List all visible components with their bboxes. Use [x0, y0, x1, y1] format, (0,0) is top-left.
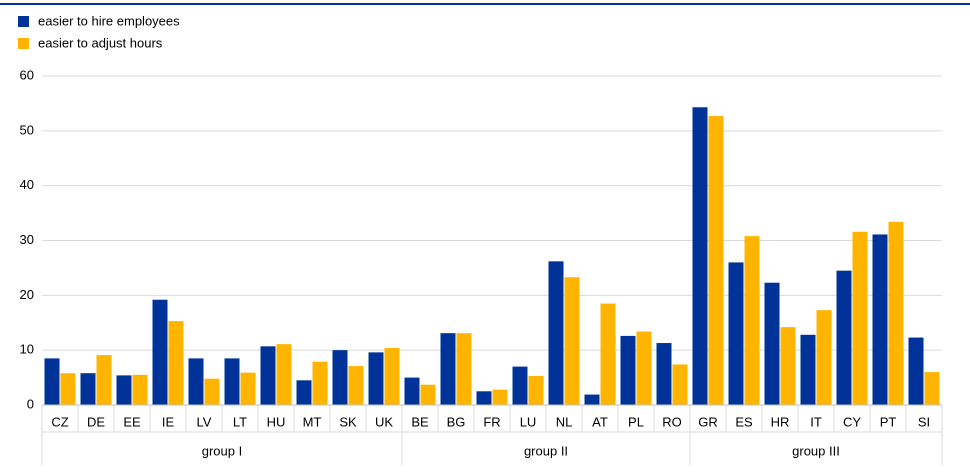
x-tick-label: GR [698, 414, 718, 429]
x-tick-label: SI [918, 414, 930, 429]
x-tick-label: FR [483, 414, 500, 429]
x-tick-label: PL [628, 414, 644, 429]
bar [132, 374, 148, 405]
y-tick-label: 30 [20, 232, 34, 247]
bar [348, 366, 364, 405]
bar [420, 384, 436, 405]
bar [692, 107, 708, 405]
bar [548, 261, 564, 405]
bar [744, 236, 760, 405]
x-tick-label: HR [771, 414, 790, 429]
x-tick-label: MT [303, 414, 322, 429]
bar [44, 358, 60, 405]
x-tick-label: RO [662, 414, 682, 429]
x-tick-label: PT [880, 414, 897, 429]
bar [620, 335, 636, 405]
x-tick-label: EE [123, 414, 141, 429]
bar [440, 333, 456, 405]
group-label: group II [524, 443, 568, 458]
bar [404, 377, 420, 405]
bar [492, 389, 508, 405]
bar [276, 344, 292, 405]
bar [260, 346, 276, 405]
bar [656, 343, 672, 405]
x-tick-label: SK [339, 414, 357, 429]
bar [816, 310, 832, 405]
bar [872, 234, 888, 405]
bar [80, 373, 96, 405]
legend-label: easier to hire employees [38, 13, 180, 28]
bar [528, 375, 544, 405]
bar [924, 372, 940, 405]
bar [224, 358, 240, 405]
bar [116, 375, 132, 405]
x-tick-label: BG [447, 414, 466, 429]
bar [296, 380, 312, 405]
x-tick-label: LT [233, 414, 247, 429]
x-tick-label: LV [197, 414, 212, 429]
bar [600, 303, 616, 405]
bar [708, 116, 724, 406]
bar [584, 394, 600, 405]
bar [188, 358, 204, 405]
bar [780, 327, 796, 405]
bar [728, 262, 744, 405]
bar [456, 333, 472, 405]
bar [800, 334, 816, 405]
y-tick-label: 40 [20, 177, 34, 192]
y-tick-label: 60 [20, 67, 34, 82]
bar [512, 366, 528, 405]
x-tick-label: UK [375, 414, 393, 429]
legend-label: easier to adjust hours [38, 35, 163, 50]
group-label: group III [792, 443, 840, 458]
y-tick-label: 20 [20, 287, 34, 302]
bar [60, 373, 76, 405]
bar [168, 321, 184, 405]
x-tick-label: IT [810, 414, 822, 429]
bar [564, 277, 580, 405]
bar [476, 391, 492, 405]
x-tick-label: HU [267, 414, 286, 429]
bar [672, 364, 688, 405]
bar [888, 221, 904, 405]
y-tick-label: 50 [20, 122, 34, 137]
x-tick-label: BE [411, 414, 429, 429]
x-tick-label: NL [556, 414, 573, 429]
x-tick-label: AT [592, 414, 608, 429]
bar [636, 331, 652, 405]
bar [836, 270, 852, 405]
bar [152, 299, 168, 405]
bar [764, 282, 780, 405]
y-tick-label: 0 [27, 396, 34, 411]
x-tick-label: CY [843, 414, 861, 429]
bar [384, 347, 400, 405]
x-tick-label: LU [520, 414, 537, 429]
bar [332, 350, 348, 405]
legend-swatch [18, 16, 29, 27]
bar [312, 361, 328, 405]
legend-swatch [18, 38, 29, 49]
x-tick-label: IE [162, 414, 175, 429]
x-tick-label: CZ [51, 414, 68, 429]
x-tick-label: DE [87, 414, 105, 429]
bar [240, 372, 256, 405]
bar [368, 352, 384, 405]
x-tick-label: ES [735, 414, 753, 429]
bar [852, 231, 868, 405]
bar [204, 378, 220, 405]
bar [96, 355, 112, 405]
y-tick-label: 10 [20, 342, 34, 357]
group-label: group I [202, 443, 242, 458]
bar [908, 337, 924, 405]
